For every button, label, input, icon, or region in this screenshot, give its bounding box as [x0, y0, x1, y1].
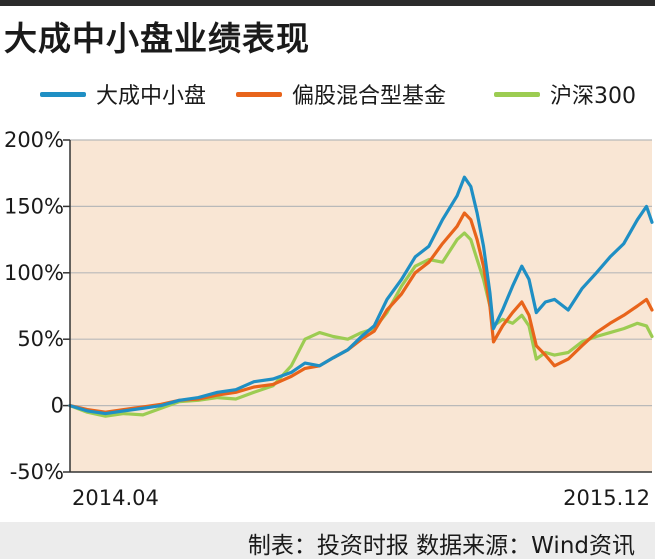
x-tick-label-1: 2015.12 — [563, 486, 650, 510]
legend-label-category: 偏股混合型基金 — [292, 84, 447, 109]
legend-item-fund: 大成中小盘 — [40, 74, 206, 114]
x-axis-ticks: 2014.04 2015.12 — [72, 486, 650, 510]
legend-item-index: 沪深300 — [494, 74, 636, 114]
y-axis-ticks: -50% 0 50% 100% 150% 200% — [4, 128, 70, 484]
series-line-0 — [68, 175, 654, 416]
legend: 大成中小盘 偏股混合型基金 沪深300 — [0, 74, 655, 114]
y-tick-label-5: 200% — [4, 128, 64, 152]
line-chart: -50% 0 50% 100% 150% 200% 2014.04 2015.12 — [4, 128, 654, 510]
title-rule — [0, 0, 655, 6]
y-tick-label-2: 50% — [17, 327, 64, 351]
y-tick-label-3: 100% — [4, 261, 64, 285]
y-tick-label-0: -50% — [10, 460, 64, 484]
legend-label-fund: 大成中小盘 — [96, 84, 207, 109]
series-line-2 — [68, 231, 654, 418]
footer-source: 制表：投资时报 数据来源：Wind资讯 — [247, 533, 635, 559]
x-tick-label-0: 2014.04 — [72, 486, 159, 510]
legend-label-index: 沪深300 — [550, 84, 636, 109]
legend-swatch-index — [494, 91, 540, 97]
plot-background — [70, 140, 652, 472]
footer: 制表：投资时报 数据来源：Wind资讯 — [0, 522, 655, 559]
series-lines — [68, 175, 654, 418]
y-tick-label-4: 150% — [4, 194, 64, 218]
legend-item-category: 偏股混合型基金 — [236, 74, 446, 114]
legend-swatch-fund — [40, 91, 86, 97]
chart-title: 大成中小盘业绩表现 — [4, 19, 310, 58]
legend-swatch-category — [236, 91, 282, 97]
y-tick-label-1: 0 — [51, 394, 64, 418]
series-line-1 — [68, 211, 654, 414]
